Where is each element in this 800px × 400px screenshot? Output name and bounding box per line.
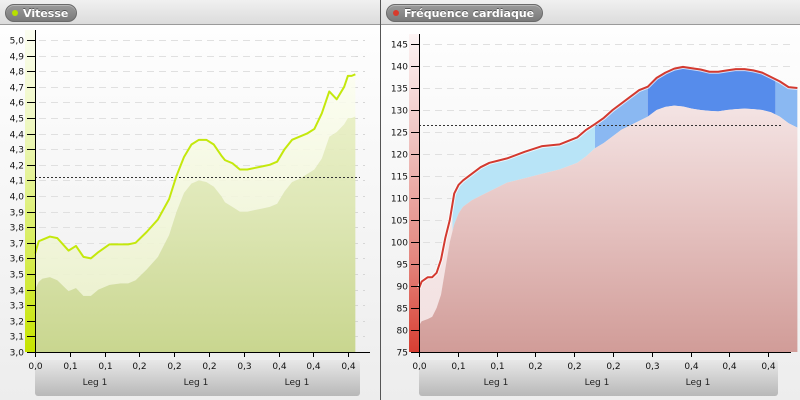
chart-title-pill[interactable]: Vitesse: [5, 4, 78, 22]
svg-text:0,0: 0,0: [412, 362, 427, 372]
svg-text:3,6: 3,6: [10, 255, 25, 265]
svg-text:115: 115: [391, 173, 408, 183]
svg-text:0,3: 0,3: [645, 362, 659, 372]
svg-text:135: 135: [391, 85, 408, 95]
svg-text:0,2: 0,2: [202, 362, 216, 372]
svg-text:0,1: 0,1: [490, 362, 504, 372]
svg-text:130: 130: [391, 107, 408, 117]
svg-text:0,2: 0,2: [167, 362, 181, 372]
panel-header: Vitesse: [0, 0, 380, 25]
svg-text:4,8: 4,8: [10, 68, 25, 78]
leg-label: Leg 1: [585, 378, 610, 388]
panel-header: Fréquence cardiaque: [381, 0, 800, 25]
svg-text:0,4: 0,4: [272, 362, 287, 372]
svg-text:4,0: 4,0: [10, 193, 25, 203]
svg-text:4,5: 4,5: [10, 115, 24, 125]
svg-text:90: 90: [397, 283, 409, 293]
svg-text:75: 75: [397, 349, 408, 359]
zone-dark-blue: [647, 66, 776, 117]
svg-text:95: 95: [397, 261, 408, 271]
svg-text:80: 80: [397, 327, 409, 337]
svg-text:0,1: 0,1: [98, 362, 112, 372]
svg-text:5,0: 5,0: [10, 37, 25, 47]
svg-text:100: 100: [391, 239, 408, 249]
svg-text:0,2: 0,2: [567, 362, 581, 372]
svg-text:3,1: 3,1: [10, 333, 24, 343]
svg-text:4,7: 4,7: [10, 84, 24, 94]
svg-text:0,2: 0,2: [606, 362, 620, 372]
lower-area: [419, 105, 798, 352]
axis-color-scale: [409, 34, 419, 352]
svg-text:0,0: 0,0: [28, 362, 43, 372]
variance-band: [35, 74, 356, 296]
svg-text:4,6: 4,6: [10, 99, 25, 109]
data-line: [418, 65, 798, 289]
chart-title: Vitesse: [23, 6, 69, 20]
svg-text:145: 145: [391, 41, 408, 51]
svg-text:0,1: 0,1: [451, 362, 465, 372]
svg-text:0,2: 0,2: [132, 362, 146, 372]
speed-chart: 3,0 3,1 3,2 3,3 3,4 3,5 3,6 3,7 3,8 3,9 4,0 4,1 4,2 4…: [10, 30, 370, 396]
svg-text:0,1: 0,1: [63, 362, 77, 372]
svg-text:0,4: 0,4: [684, 362, 699, 372]
svg-text:125: 125: [391, 129, 408, 139]
panel-heart-rate: Fréquence cardiaque 75 80 85 90 95 100 105 110 1…: [381, 0, 800, 400]
chart-title: Fréquence cardiaque: [404, 6, 535, 20]
panel-vitesse: Vitesse 3,0 3,1 3,2 3,3 3,4 3,5 3,6 3,7 3,8 3,9 4,…: [0, 0, 380, 400]
leg-labels: Leg 1 Leg 1 Leg 1: [83, 378, 310, 388]
chart-title-pill[interactable]: Fréquence cardiaque: [386, 4, 544, 22]
svg-text:0,2: 0,2: [528, 362, 542, 372]
zone-mid-blue-2: [775, 79, 798, 128]
data-line: [34, 73, 356, 260]
lower-area: [35, 116, 356, 352]
leg-band: [419, 360, 778, 396]
svg-text:85: 85: [397, 305, 408, 315]
svg-text:140: 140: [391, 63, 408, 73]
svg-text:4,2: 4,2: [10, 162, 24, 172]
red-dot-icon: [393, 10, 399, 16]
svg-text:3,4: 3,4: [10, 287, 25, 297]
svg-text:4,4: 4,4: [10, 131, 25, 141]
svg-text:0,3: 0,3: [237, 362, 251, 372]
zone-light-blue: [452, 124, 595, 232]
y-axis-labels: 75 80 85 90 95 100 105 110 115 120 125 130 135 140 145: [391, 41, 419, 359]
svg-text:3,5: 3,5: [10, 271, 24, 281]
zone-mid-blue: [595, 86, 648, 149]
x-axis-labels: 0,0 0,1 0,1 0,2 0,2 0,2 0,3 0,4 0,4 0,4: [28, 352, 356, 372]
leg-label: Leg 1: [184, 378, 209, 388]
svg-text:4,9: 4,9: [10, 53, 25, 63]
svg-text:3,8: 3,8: [10, 224, 25, 234]
y-axis-labels: 3,0 3,1 3,2 3,3 3,4 3,5 3,6 3,7 3,8 3,9 4,0 4,1 4,2 4…: [10, 37, 35, 359]
svg-text:4,1: 4,1: [10, 177, 24, 187]
x-axis-labels: 0,0 0,1 0,1 0,2 0,2 0,2 0,3 0,4 0,4 0,4: [412, 352, 776, 372]
leg-label: Leg 1: [484, 378, 509, 388]
svg-text:110: 110: [391, 195, 408, 205]
svg-text:3,0: 3,0: [10, 349, 25, 359]
svg-text:4,3: 4,3: [10, 146, 24, 156]
panel-divider: [380, 0, 381, 400]
svg-text:3,7: 3,7: [10, 240, 24, 250]
heart-rate-chart: 75 80 85 90 95 100 105 110 115 120 125 130 135 140 145…: [391, 34, 798, 396]
leg-label: Leg 1: [686, 378, 711, 388]
green-dot-icon: [12, 10, 18, 16]
leg-labels: Leg 1 Leg 1 Leg 1: [484, 378, 711, 388]
leg-band: [35, 360, 360, 396]
axis-color-scale: [25, 30, 35, 352]
svg-text:0,4: 0,4: [306, 362, 321, 372]
leg-label: Leg 1: [285, 378, 310, 388]
leg-label: Leg 1: [83, 378, 108, 388]
svg-text:3,2: 3,2: [10, 318, 24, 328]
svg-text:0,4: 0,4: [722, 362, 737, 372]
svg-text:3,3: 3,3: [10, 302, 24, 312]
svg-text:3,9: 3,9: [10, 209, 25, 219]
svg-text:120: 120: [391, 151, 408, 161]
svg-text:0,4: 0,4: [761, 362, 776, 372]
svg-text:105: 105: [391, 217, 408, 227]
svg-text:0,4: 0,4: [341, 362, 356, 372]
